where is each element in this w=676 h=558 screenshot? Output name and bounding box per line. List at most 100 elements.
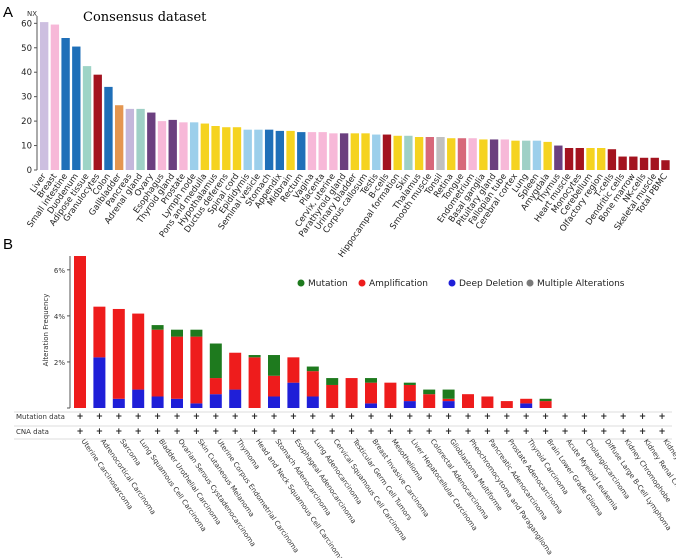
chart-b-bar-segment — [209, 343, 222, 379]
chart-b-bar-segment — [365, 382, 377, 404]
chart-b-cna-marker: + — [503, 427, 510, 437]
chart-a-ylabel: NX — [27, 10, 37, 18]
chart-b-bar-segment — [268, 396, 280, 408]
chart-a-ytick-label: 50 — [21, 44, 32, 54]
chart-b-mutation-marker: + — [484, 412, 491, 422]
chart-b-bar-segment — [171, 336, 183, 399]
chart-b-cna-marker: + — [426, 427, 433, 437]
chart-b-mutation-marker: + — [251, 412, 258, 422]
chart-a-bar — [254, 129, 263, 170]
chart-b-cna-marker: + — [154, 427, 161, 437]
chart-b-mutation-marker: + — [658, 412, 665, 422]
chart-b-mutation-marker: + — [406, 412, 413, 422]
chart-b-cna-marker: + — [620, 427, 627, 437]
chart-b-legend-label: Deep Deletion — [459, 279, 523, 289]
chart-b-cna-marker: + — [115, 427, 122, 437]
chart-a-bar — [61, 38, 70, 170]
chart-a-bar — [607, 149, 617, 170]
chart-b-bar-segment — [112, 308, 125, 399]
chart-a-bar — [157, 121, 167, 170]
chart-a-bar — [307, 132, 317, 170]
chart-a-bar — [318, 132, 327, 170]
chart-a-bar — [511, 140, 520, 170]
chart-b-cna-marker: + — [542, 427, 549, 437]
chart-b-bar-segment — [403, 384, 416, 402]
chart-a-bar — [661, 160, 670, 170]
chart-b-cna-marker: + — [367, 427, 374, 437]
chart-a-bar — [72, 46, 81, 170]
chart-b-bar-segment — [384, 382, 397, 408]
chart-a-ytick-label: 40 — [21, 68, 32, 78]
chart-b-cna-marker: + — [76, 427, 83, 437]
chart-b-mutation-marker: + — [154, 412, 161, 422]
chart-b-bar-segment — [520, 403, 533, 408]
chart-b-bar-segment — [539, 401, 552, 408]
chart-b-bar-segment — [190, 403, 203, 408]
panel-a-label: A — [3, 4, 13, 21]
chart-b-mutation-marker: + — [348, 412, 355, 422]
chart-b-bar-segment — [171, 398, 183, 408]
chart-b-cna-marker: + — [329, 427, 336, 437]
chart-a-bar — [82, 66, 92, 170]
chart-a-bar — [125, 108, 135, 170]
chart-b-legend-label: Multiple Alterations — [537, 279, 625, 289]
chart-a-bar — [564, 148, 574, 170]
chart-a-bar — [350, 133, 359, 170]
chart-b-bar-segment — [442, 398, 455, 402]
chart-b-ytick-label: 2% — [54, 359, 65, 367]
chart-b: 2%4%6%Alteration Frequency++Uterine Carc… — [14, 256, 676, 558]
chart-b-mutation-marker: + — [581, 412, 588, 422]
chart-b-ytick-label: 4% — [54, 313, 65, 321]
chart-b-bar-segment — [326, 378, 339, 385]
chart-a-bar — [618, 156, 627, 170]
chart-b-bar-segment — [423, 394, 436, 408]
chart-a-bar — [147, 112, 156, 170]
chart-a-bar — [93, 74, 102, 170]
chart-b-mutation-marker: + — [173, 412, 180, 422]
chart-b-cna-marker: + — [600, 427, 607, 437]
chart-a-bar — [243, 129, 252, 170]
chart-b-cna-marker: + — [173, 427, 180, 437]
chart-b-bar-segment — [442, 389, 455, 399]
chart-a-title: Consensus dataset — [83, 10, 207, 25]
chart-a-ytick-label: 30 — [21, 93, 32, 103]
chart-b-category-label: Cervical Squamous Cell Carcinoma — [332, 438, 409, 543]
chart-b-mutation-marker: + — [76, 412, 83, 422]
chart-a-bar — [447, 138, 456, 170]
chart-a-bar — [639, 157, 649, 170]
chart-b-mutation-marker: + — [135, 412, 142, 422]
chart-b-bar-segment — [306, 366, 319, 372]
chart-a-bar — [222, 127, 231, 170]
chart-b-cna-marker: + — [639, 427, 646, 437]
chart-a-bar — [200, 123, 210, 170]
chart-b-mutation-marker: + — [309, 412, 316, 422]
chart-b-bar-segment — [248, 355, 261, 358]
chart-a-bar — [597, 148, 606, 170]
chart-a-bar — [329, 133, 338, 170]
chart-b-bar-segment — [365, 403, 377, 408]
chart-b-cna-marker: + — [135, 427, 142, 437]
chart-b-mutation-marker: + — [115, 412, 122, 422]
chart-b-mutation-marker: + — [426, 412, 433, 422]
chart-a-bar — [436, 137, 445, 170]
chart-b-bar-segment — [93, 357, 106, 408]
chart-a-bar — [586, 148, 595, 170]
chart-b-row-label: Mutation data — [16, 413, 65, 421]
chart-b-legend-marker — [358, 279, 366, 287]
chart-b-legend-marker — [526, 279, 534, 287]
chart-b-bar-segment — [462, 394, 474, 408]
chart-b-cna-marker: + — [232, 427, 239, 437]
chart-a-bar — [339, 133, 349, 170]
chart-a-bar — [404, 135, 413, 170]
chart-b-bar-segment — [403, 401, 416, 408]
chart-b-cna-marker: + — [445, 427, 452, 437]
chart-b-mutation-marker: + — [639, 412, 646, 422]
chart-a-bar — [532, 140, 542, 170]
chart-a-ytick-label: 10 — [21, 142, 32, 152]
chart-b-cna-marker: + — [212, 427, 219, 437]
chart-a-bar — [189, 122, 199, 170]
chart-b-cna-marker: + — [96, 427, 103, 437]
chart-b-legend-label: Mutation — [308, 279, 348, 289]
chart-a-bar — [414, 137, 424, 170]
